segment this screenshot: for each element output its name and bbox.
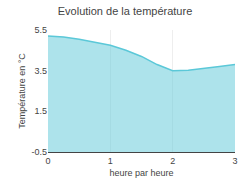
svg-text:-0.5: -0.5	[31, 147, 47, 157]
svg-text:5.5: 5.5	[34, 25, 47, 35]
svg-text:2: 2	[170, 156, 175, 166]
svg-text:3: 3	[232, 156, 237, 166]
svg-text:1: 1	[108, 156, 113, 166]
svg-text:Température en °C: Température en °C	[17, 53, 27, 129]
svg-text:Evolution de la température: Evolution de la température	[58, 5, 193, 17]
svg-text:3.5: 3.5	[34, 66, 47, 76]
svg-text:0: 0	[45, 156, 50, 166]
svg-text:heure par heure: heure par heure	[109, 168, 173, 178]
svg-text:1.5: 1.5	[34, 106, 47, 116]
